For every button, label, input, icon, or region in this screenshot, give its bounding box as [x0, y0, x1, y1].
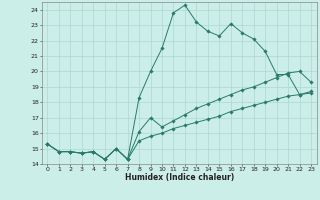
X-axis label: Humidex (Indice chaleur): Humidex (Indice chaleur): [124, 173, 234, 182]
